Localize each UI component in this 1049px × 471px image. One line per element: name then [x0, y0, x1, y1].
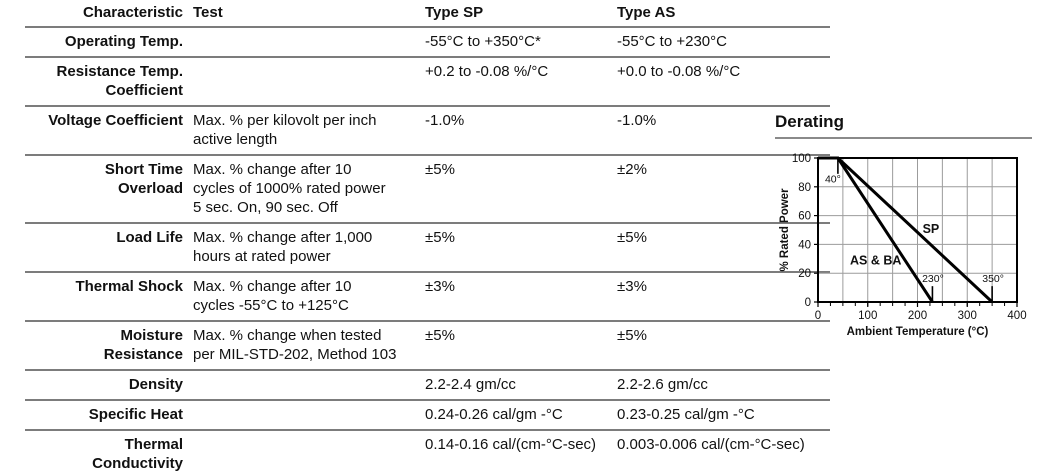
characteristic-cell: Thermal Conductivity	[92, 436, 183, 471]
svg-text:230°: 230°	[922, 273, 944, 285]
type-as-cell: 2.2-2.6 gm/cc	[617, 376, 708, 393]
svg-text:0: 0	[805, 297, 811, 309]
type-as-cell: 0.003-0.006 cal/(cm-°C-sec)	[617, 436, 805, 453]
type-sp-cell: ±5%	[425, 161, 455, 178]
type-sp-cell: -55°C to +350°C*	[425, 33, 541, 50]
column-header-type-as: Type AS	[617, 4, 676, 21]
svg-text:200: 200	[908, 310, 927, 322]
table-row: Specific Heat 0.24-0.26 cal/gm -°C 0.23-…	[25, 401, 830, 431]
svg-text:40°: 40°	[825, 173, 841, 185]
type-sp-cell: +0.2 to -0.08 %/°C	[425, 63, 549, 80]
column-header-test: Test	[193, 4, 223, 21]
characteristic-cell: Specific Heat	[88, 406, 183, 423]
svg-text:Ambient Temperature (°C): Ambient Temperature (°C)	[847, 326, 989, 338]
table-header-row: Characteristic Test Type SP Type AS	[25, 0, 830, 28]
characteristic-cell: Resistance Temp. Coefficient	[56, 63, 183, 99]
type-sp-cell: 0.24-0.26 cal/gm -°C	[425, 406, 563, 423]
svg-text:60: 60	[798, 211, 811, 223]
derating-chart: 0 100 200 300 400 0 20 40 60 80 100 40° SP AS & BA 230…	[779, 153, 1027, 338]
characteristic-cell: Density	[128, 376, 183, 393]
table-row: Voltage Coefficient Max. % per kilovolt …	[25, 107, 830, 156]
svg-text:20: 20	[798, 268, 811, 280]
table-row: Thermal Shock Max. % change after 10 cyc…	[25, 273, 830, 322]
svg-text:400: 400	[1007, 310, 1026, 322]
type-as-cell: +0.0 to -0.08 %/°C	[617, 63, 741, 80]
test-cell: Max. % change after 10 cycles of 1000% r…	[193, 161, 386, 216]
test-cell: Max. % change when tested per MIL-STD-20…	[193, 327, 397, 363]
svg-text:0: 0	[815, 310, 821, 322]
svg-text:100: 100	[858, 310, 877, 322]
table-row: Thermal Conductivity 0.14-0.16 cal/(cm-°…	[25, 431, 830, 471]
svg-text:80: 80	[798, 182, 811, 194]
column-header-type-sp: Type SP	[425, 4, 484, 21]
svg-text:350°: 350°	[982, 273, 1004, 285]
type-as-cell: 0.23-0.25 cal/gm -°C	[617, 406, 755, 423]
type-as-cell: ±3%	[617, 278, 647, 295]
derating-section: Derating 0 100 200 300 400 0 20 40 60 80 100 40° SP A…	[775, 110, 1049, 346]
characteristic-cell: Voltage Coefficient	[48, 112, 183, 129]
type-as-cell: ±5%	[617, 229, 647, 246]
type-sp-cell: 2.2-2.4 gm/cc	[425, 376, 516, 393]
characteristic-cell: Moisture Resistance	[103, 327, 183, 363]
svg-text:300: 300	[958, 310, 977, 322]
characteristic-cell: Load Life	[116, 229, 183, 246]
table-row: Resistance Temp. Coefficient +0.2 to -0.…	[25, 58, 830, 107]
type-as-cell: -55°C to +230°C	[617, 33, 727, 50]
derating-title: Derating	[775, 112, 844, 131]
type-sp-cell: -1.0%	[425, 112, 465, 129]
characteristics-table: Characteristic Test Type SP Type AS Oper…	[25, 0, 830, 471]
svg-text:100: 100	[792, 153, 811, 165]
svg-text:40: 40	[798, 239, 811, 251]
type-as-cell: ±5%	[617, 327, 647, 344]
column-header-characteristic: Characteristic	[82, 4, 183, 21]
type-sp-cell: ±5%	[425, 327, 455, 344]
svg-text:% Rated Power: % Rated Power	[779, 188, 791, 272]
title-underline	[775, 137, 1032, 139]
test-cell: Max. % per kilovolt per inch active leng…	[193, 112, 377, 148]
table-row: Operating Temp. -55°C to +350°C* -55°C t…	[25, 28, 830, 58]
table-row: Moisture Resistance Max. % change when t…	[25, 322, 830, 371]
type-sp-cell: ±5%	[425, 229, 455, 246]
svg-text:SP: SP	[923, 222, 940, 236]
table-row: Density 2.2-2.4 gm/cc 2.2-2.6 gm/cc	[25, 371, 830, 401]
characteristic-cell: Operating Temp.	[64, 33, 183, 50]
table-row: Short Time Overload Max. % change after …	[25, 156, 830, 224]
type-as-cell: ±2%	[617, 161, 647, 178]
table-row: Load Life Max. % change after 1,000 hour…	[25, 224, 830, 273]
type-sp-cell: ±3%	[425, 278, 455, 295]
characteristic-cell: Short Time Overload	[104, 161, 183, 197]
test-cell: Max. % change after 1,000 hours at rated…	[193, 229, 373, 265]
type-sp-cell: 0.14-0.16 cal/(cm-°C-sec)	[425, 436, 597, 453]
test-cell: Max. % change after 10 cycles -55°C to +…	[193, 278, 352, 314]
type-as-cell: -1.0%	[617, 112, 657, 129]
characteristic-cell: Thermal Shock	[75, 278, 183, 295]
svg-text:AS & BA: AS & BA	[850, 254, 901, 268]
